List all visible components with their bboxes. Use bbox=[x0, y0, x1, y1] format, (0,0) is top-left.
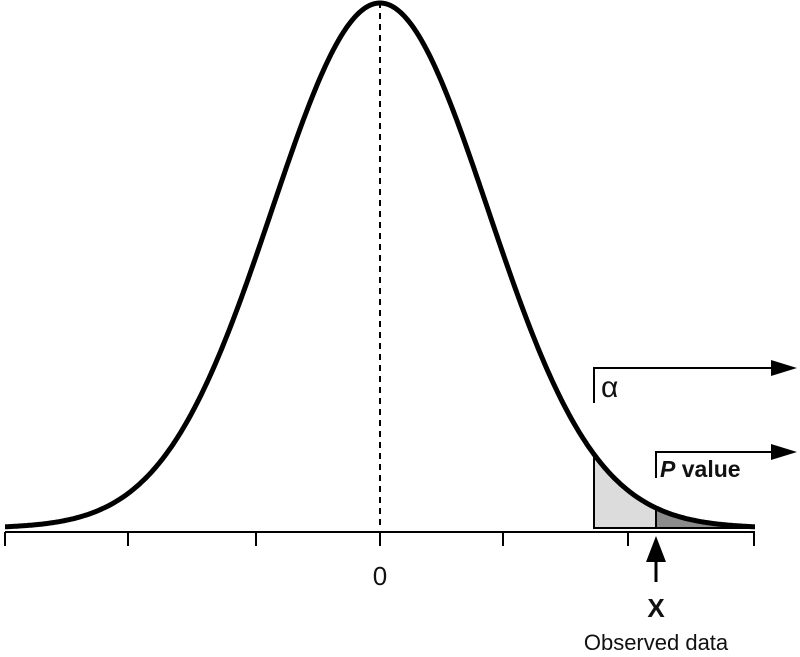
observed-arrowhead bbox=[646, 536, 666, 562]
alpha-bracket bbox=[593, 367, 775, 403]
p-value-arrowhead bbox=[771, 444, 797, 460]
bell-curve bbox=[4, 0, 756, 530]
x-axis-ticks bbox=[4, 532, 755, 546]
observed-data-caption: Observed data bbox=[584, 630, 729, 655]
alpha-arrowhead bbox=[771, 360, 797, 376]
alpha-label: α bbox=[601, 371, 618, 404]
zero-tick-label: 0 bbox=[373, 561, 387, 591]
p-value-label-italic: P bbox=[660, 456, 676, 482]
p-value-bracket bbox=[655, 451, 775, 478]
p-value-label-word: value bbox=[675, 456, 740, 482]
observed-x-label: X bbox=[647, 593, 665, 623]
p-value-label: P value bbox=[660, 456, 741, 482]
